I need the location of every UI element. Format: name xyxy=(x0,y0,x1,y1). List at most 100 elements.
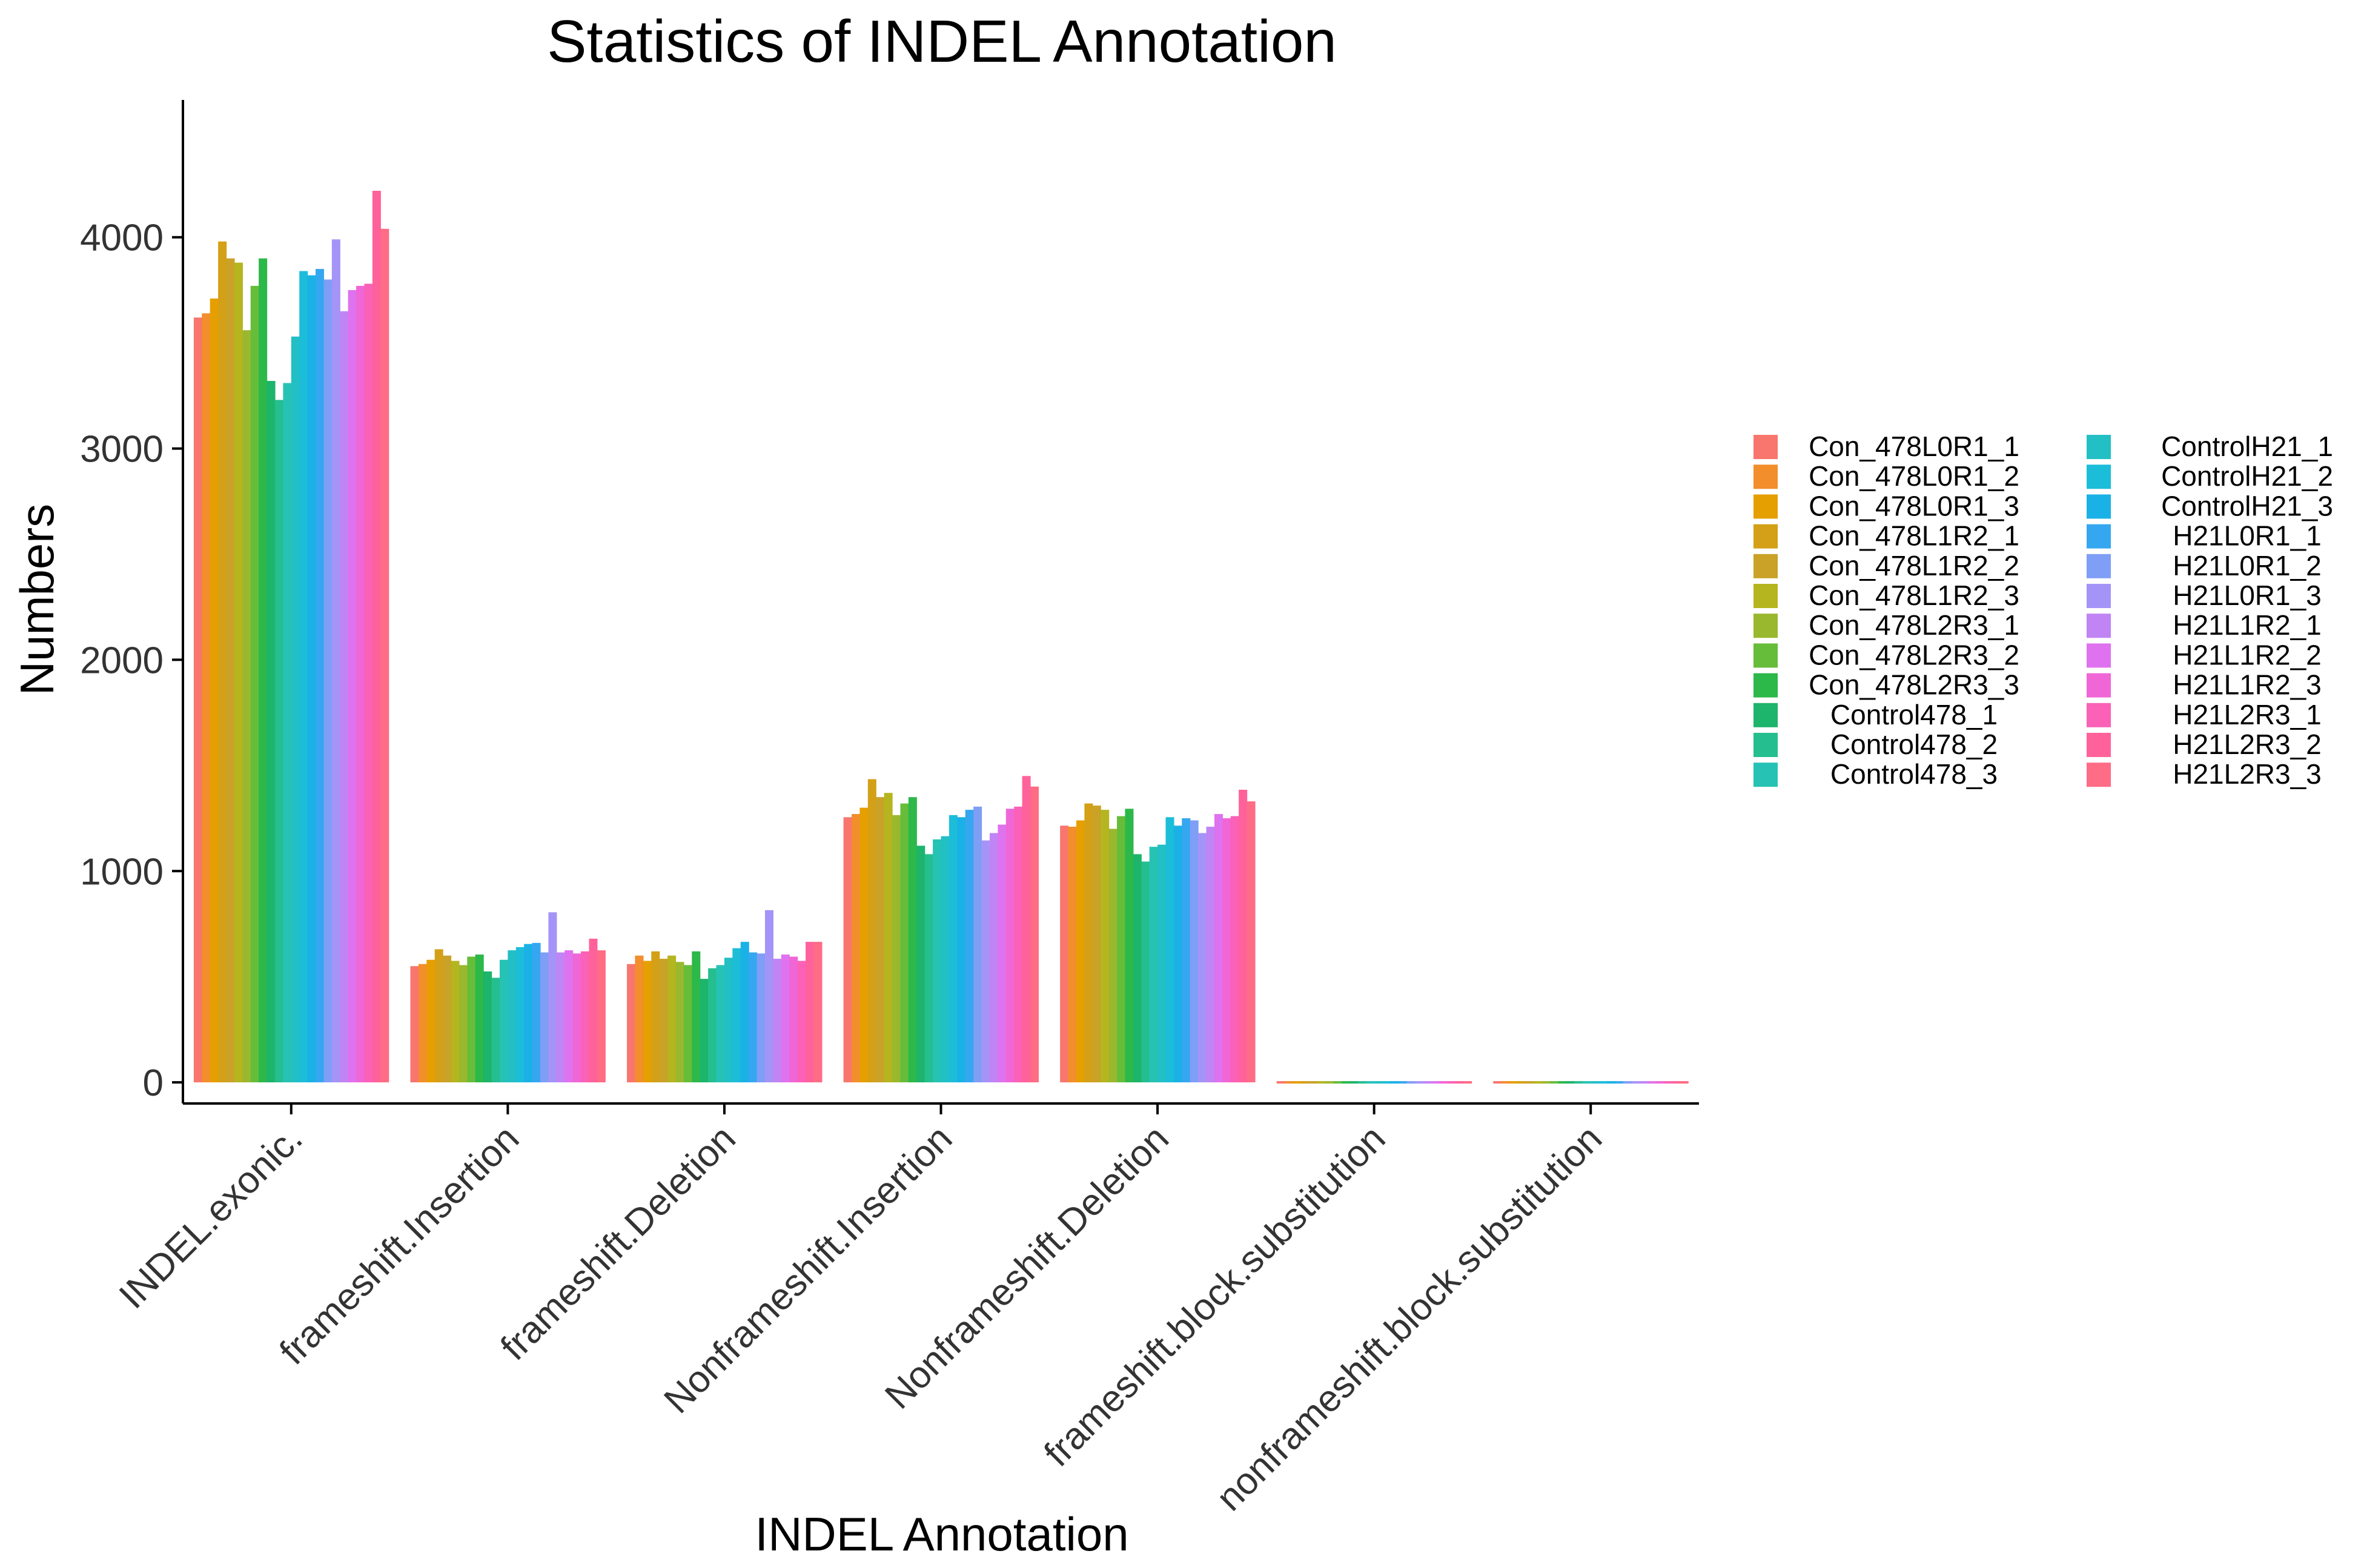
bar xyxy=(981,840,990,1083)
bar xyxy=(1647,1081,1657,1084)
bar xyxy=(291,336,300,1083)
bar xyxy=(283,383,292,1083)
bar xyxy=(267,380,276,1083)
bar xyxy=(1607,1081,1616,1084)
bar xyxy=(250,285,259,1083)
legend-label: ControlH21_3 xyxy=(2161,490,2333,521)
bar xyxy=(1317,1081,1326,1084)
bar xyxy=(1349,1081,1359,1084)
bar xyxy=(806,942,815,1083)
bar xyxy=(764,910,773,1083)
bar xyxy=(1574,1081,1583,1084)
bar xyxy=(949,815,958,1083)
bar xyxy=(540,952,549,1083)
bar xyxy=(1108,829,1118,1083)
bar xyxy=(965,810,974,1083)
bar xyxy=(499,959,508,1083)
bar xyxy=(524,944,533,1083)
bar xyxy=(1615,1081,1624,1084)
legend-label: Control478_1 xyxy=(1830,699,1998,730)
bar xyxy=(1357,1081,1366,1084)
bar xyxy=(1390,1081,1399,1084)
bar xyxy=(900,803,909,1083)
legend-swatch xyxy=(2087,614,2111,638)
bar xyxy=(773,959,782,1083)
bar xyxy=(1092,806,1101,1083)
bar xyxy=(1439,1081,1448,1084)
bar xyxy=(1022,776,1031,1083)
bar xyxy=(957,817,966,1083)
y-tick-label: 0 xyxy=(143,1062,164,1104)
bar xyxy=(1374,1081,1383,1084)
bar xyxy=(876,797,885,1083)
legend-swatch xyxy=(2087,435,2111,459)
legend-swatch xyxy=(2087,554,2111,578)
bar xyxy=(973,806,982,1083)
legend-swatch xyxy=(1753,733,1778,757)
bar xyxy=(1382,1081,1391,1084)
bar xyxy=(643,961,652,1083)
bar xyxy=(1631,1081,1640,1084)
legend-swatch xyxy=(1753,762,1778,787)
bar xyxy=(700,979,709,1083)
bar xyxy=(548,912,557,1083)
legend-label: H21L2R3_1 xyxy=(2173,699,2322,730)
bar xyxy=(1157,844,1167,1083)
bar xyxy=(708,968,717,1083)
bar xyxy=(508,950,517,1083)
bar xyxy=(1558,1081,1567,1084)
legend-swatch xyxy=(2087,762,2111,787)
bar xyxy=(1190,820,1199,1083)
legend-label: Con_478L1R2_1 xyxy=(1809,520,2019,552)
bar xyxy=(565,950,574,1083)
bar xyxy=(635,955,644,1083)
bar xyxy=(1214,814,1223,1083)
legend-label: Con_478L0R1_3 xyxy=(1809,490,2019,521)
legend-swatch xyxy=(1753,643,1778,668)
bar xyxy=(789,956,798,1083)
bar xyxy=(1534,1081,1543,1084)
bar xyxy=(443,955,452,1083)
bar xyxy=(307,275,316,1083)
bar xyxy=(740,942,749,1083)
bar xyxy=(323,279,333,1083)
bar xyxy=(1398,1081,1407,1084)
legend-label: H21L0R1_1 xyxy=(2173,520,2322,552)
legend-swatch xyxy=(1753,554,1778,578)
bar xyxy=(659,959,668,1083)
bar xyxy=(732,948,741,1083)
legend-label: Con_478L2R3_1 xyxy=(1809,609,2019,641)
bar xyxy=(1550,1081,1559,1084)
bar xyxy=(1598,1081,1608,1084)
legend-swatch xyxy=(1753,494,1778,519)
legend: Con_478L0R1_1Con_478L0R1_2Con_478L0R1_3C… xyxy=(1753,431,2333,790)
x-axis-label: INDEL Annotation xyxy=(755,1507,1128,1561)
bar xyxy=(1060,825,1069,1083)
bar xyxy=(1276,1081,1285,1084)
bar xyxy=(299,271,308,1083)
y-tick-label: 2000 xyxy=(80,640,164,681)
bar xyxy=(1623,1081,1632,1084)
bar xyxy=(515,947,525,1083)
bar xyxy=(1333,1081,1342,1084)
bar xyxy=(1117,816,1126,1083)
bar xyxy=(867,779,876,1083)
bar xyxy=(348,289,357,1083)
bar xyxy=(1525,1081,1534,1084)
bar xyxy=(1182,818,1191,1083)
bar xyxy=(1239,789,1248,1083)
legend-swatch xyxy=(2087,465,2111,489)
legend-label: Con_478L0R1_1 xyxy=(1809,431,2019,462)
bar xyxy=(426,959,435,1083)
legend-label: H21L1R2_1 xyxy=(2173,609,2322,641)
bar xyxy=(1663,1081,1672,1084)
legend-label: H21L1R2_2 xyxy=(2173,639,2322,670)
bar xyxy=(1309,1081,1318,1084)
bar xyxy=(1165,817,1174,1083)
bar xyxy=(1566,1081,1575,1084)
bar xyxy=(210,298,219,1083)
bar xyxy=(916,845,926,1083)
y-tick-label: 1000 xyxy=(80,851,164,893)
legend-label: Con_478L1R2_3 xyxy=(1809,580,2019,611)
